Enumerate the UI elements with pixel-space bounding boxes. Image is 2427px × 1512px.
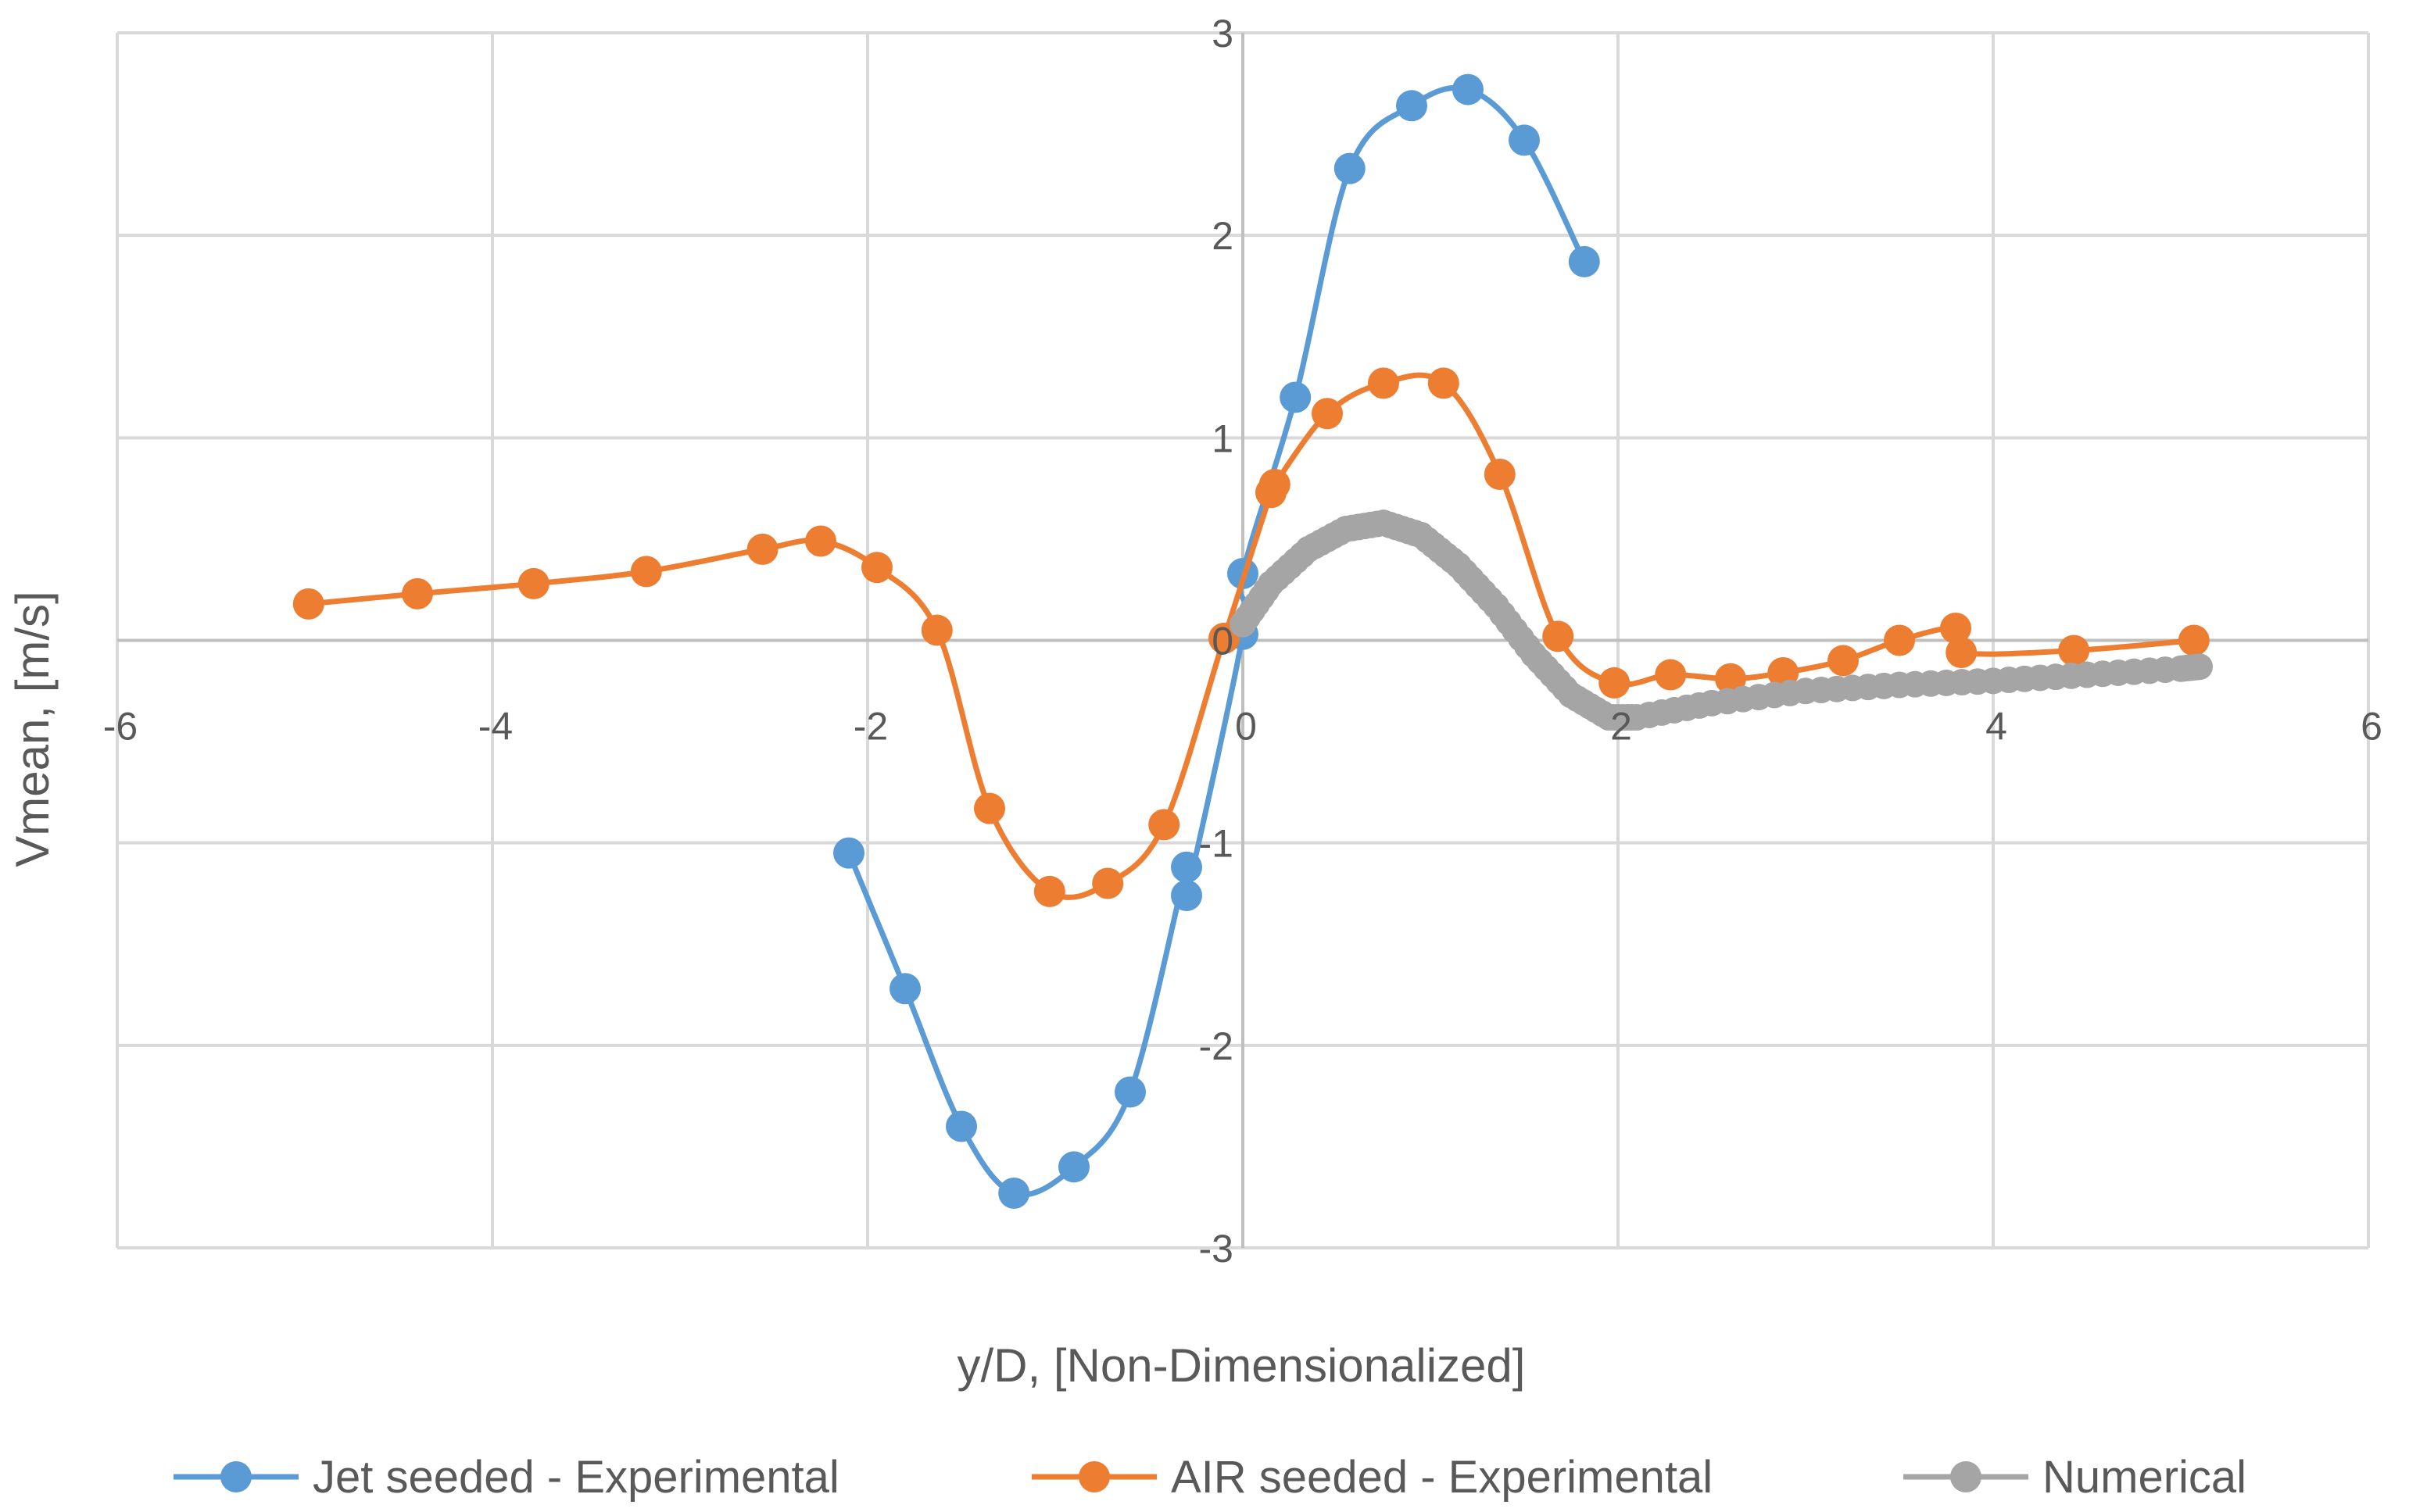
data-point — [1452, 73, 1484, 105]
legend: Jet seeded - Experimental AIR seeded - Ex… — [174, 1452, 2246, 1503]
legend-item-3: Numerical — [1903, 1452, 2246, 1503]
x-tick-label: -4 — [478, 705, 513, 749]
series-layer — [292, 73, 2213, 1210]
legend-label: Jet seeded - Experimental — [313, 1452, 839, 1503]
data-point — [1171, 851, 1202, 883]
x-tick-label: 4 — [1985, 705, 2007, 749]
legend-label: Numerical — [2042, 1452, 2246, 1503]
data-point — [1033, 875, 1065, 907]
data-point — [402, 577, 433, 609]
data-point — [1542, 620, 1574, 652]
x-tick-label: -2 — [854, 705, 888, 749]
data-point — [1827, 645, 1859, 677]
x-tick-label: 6 — [2361, 705, 2382, 749]
legend-marker — [1950, 1461, 1981, 1492]
data-point — [1368, 367, 1399, 399]
data-point — [974, 792, 1005, 824]
legend-marker — [1079, 1461, 1110, 1492]
data-point — [1598, 667, 1631, 699]
data-point — [1509, 124, 1540, 156]
data-point — [1484, 458, 1516, 490]
data-point — [1312, 398, 1343, 430]
data-point — [1396, 90, 1427, 122]
x-axis-title: y/D, [Non-Dimensionalized] — [958, 1339, 1526, 1392]
data-point — [1940, 612, 1971, 644]
data-point — [1058, 1151, 1090, 1183]
data-point — [1568, 245, 1600, 277]
data-point — [890, 973, 921, 1005]
data-point — [946, 1110, 977, 1142]
data-point — [1946, 637, 1978, 669]
data-point — [630, 556, 662, 588]
x-tick-label: -6 — [103, 705, 138, 749]
data-point — [861, 552, 893, 584]
data-point — [1115, 1076, 1146, 1108]
legend-item-1: Jet seeded - Experimental — [174, 1452, 839, 1503]
data-point — [998, 1178, 1030, 1210]
y-tick-label: 3 — [1212, 12, 1233, 55]
data-point — [1333, 152, 1366, 184]
series-3 — [1230, 509, 2213, 731]
x-tick-label: 2 — [1610, 705, 1632, 749]
data-point — [1427, 367, 1459, 399]
y-tick-label: -2 — [1199, 1024, 1233, 1068]
series-2 — [292, 367, 2210, 907]
data-point — [746, 533, 779, 565]
data-point — [2186, 653, 2213, 681]
y-tick-label: 2 — [1212, 214, 1233, 258]
data-point — [1092, 867, 1124, 899]
data-point — [1148, 809, 1180, 841]
data-point — [517, 567, 549, 599]
legend-label: AIR seeded - Experimental — [1171, 1452, 1713, 1503]
x-tick-label: 0 — [1235, 705, 1257, 749]
y-tick-label: 1 — [1212, 416, 1233, 460]
y-tick-label: -1 — [1199, 822, 1233, 866]
data-point — [1171, 880, 1202, 912]
y-tick-label: -3 — [1199, 1227, 1233, 1271]
data-point — [1280, 381, 1312, 413]
data-point — [805, 525, 836, 557]
data-point — [921, 614, 953, 646]
data-point — [2178, 624, 2210, 656]
data-point — [1884, 624, 1915, 656]
tick-labels: -6 -4 -2 0 2 4 6 -3 -2 -1 0 1 2 3 — [103, 12, 2382, 1271]
y-axis-title: Vmean, [m/s] — [6, 591, 59, 867]
legend-marker — [220, 1461, 252, 1492]
y-tick-label: 0 — [1212, 620, 1233, 663]
data-point — [292, 588, 324, 620]
legend-item-2: AIR seeded - Experimental — [1032, 1452, 1713, 1503]
data-point — [833, 837, 864, 869]
data-point — [1258, 468, 1290, 500]
data-point — [1655, 659, 1687, 691]
data-point — [2058, 634, 2090, 667]
data-point — [1715, 663, 1746, 695]
